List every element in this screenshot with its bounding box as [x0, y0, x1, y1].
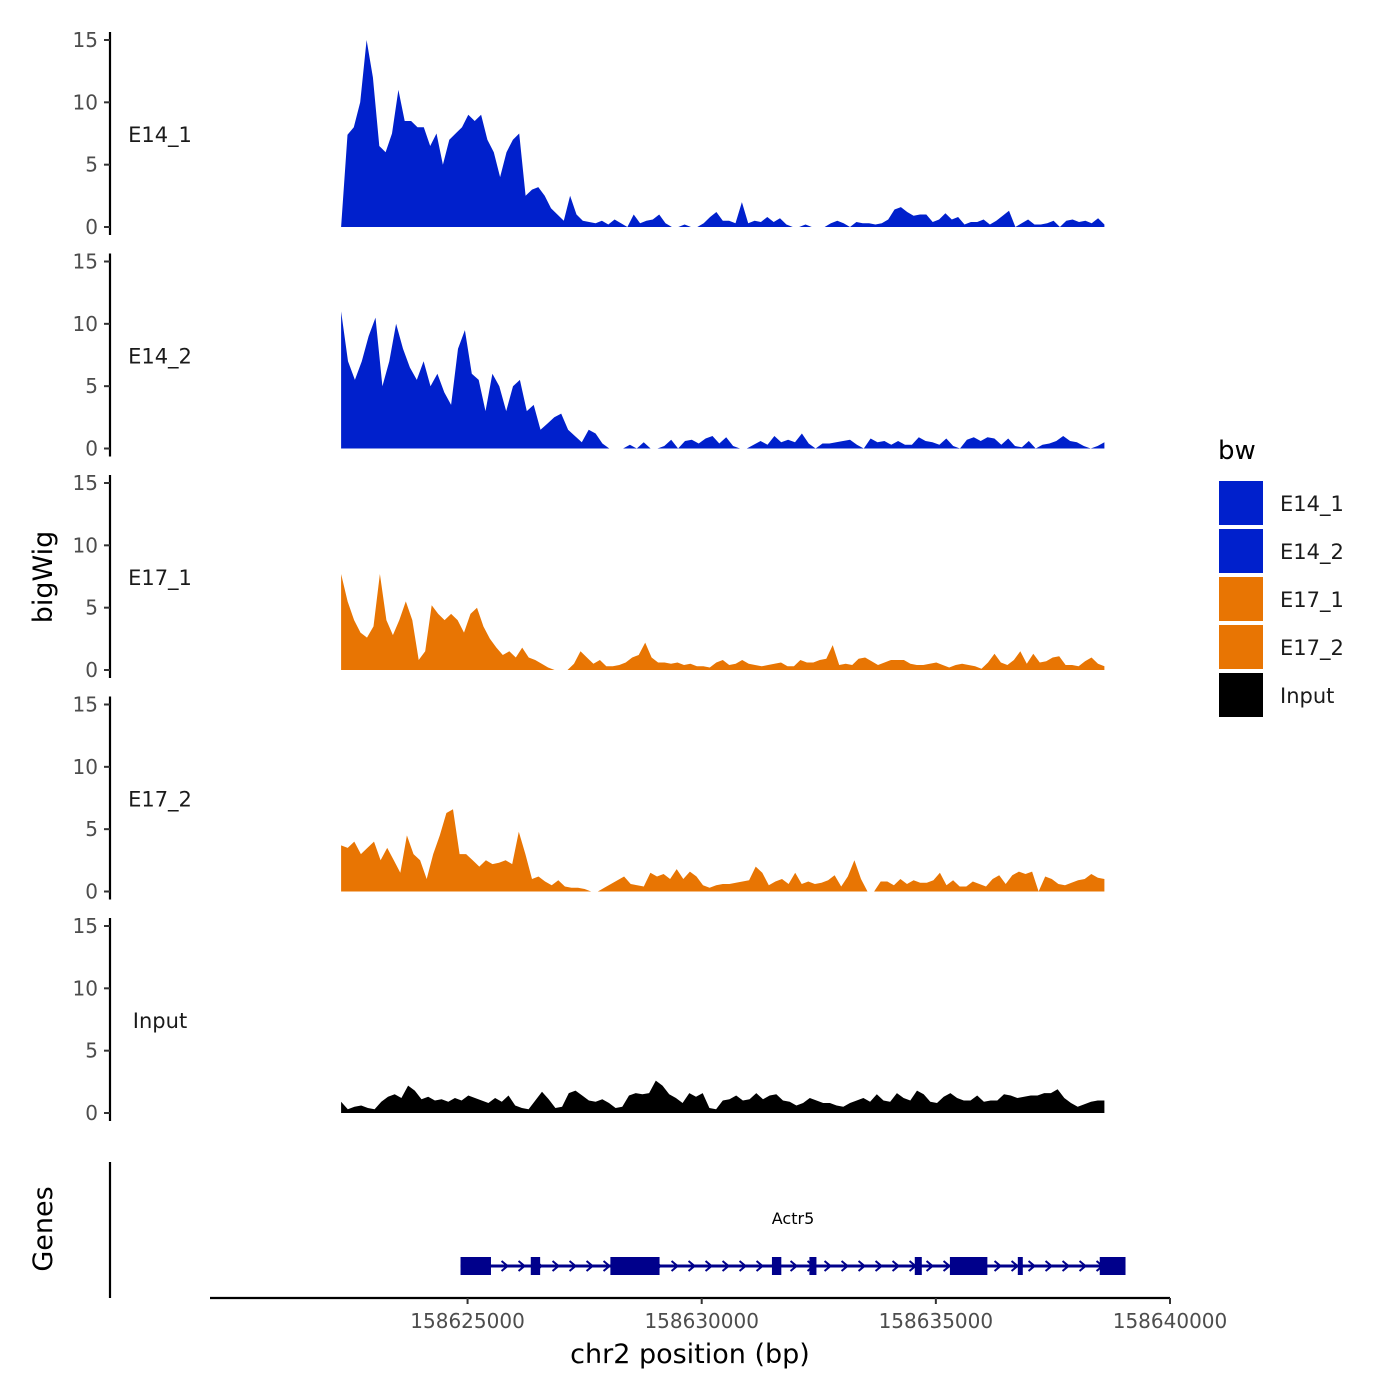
track-label: E17_2 — [128, 788, 192, 813]
legend-swatch — [1217, 527, 1265, 575]
track-label: E17_1 — [128, 566, 192, 591]
y-tick-label: 0 — [85, 437, 98, 461]
gene-exon — [949, 1257, 988, 1275]
gene-exon — [1017, 1257, 1023, 1275]
legend-swatch — [1217, 479, 1265, 527]
strand-arrow — [517, 1260, 527, 1272]
x-axis: 158625000 158630000 158635000 158640000 — [410, 1298, 1227, 1333]
legend-label: Input — [1280, 684, 1334, 708]
y-tick-label: 10 — [73, 755, 98, 779]
strand-arrow — [755, 1260, 765, 1272]
signal-area-e17-2 — [341, 809, 1105, 892]
gene-exon — [809, 1257, 817, 1275]
y-tick-label: 0 — [85, 658, 98, 682]
gene-exon — [610, 1257, 660, 1275]
x-tick-label: 158630000 — [644, 1309, 759, 1333]
gene-exon — [914, 1257, 922, 1275]
gene-label: Actr5 — [772, 1209, 815, 1228]
track-label: E14_1 — [128, 123, 192, 148]
strand-arrow — [738, 1260, 748, 1272]
strand-arrow — [721, 1260, 731, 1272]
strand-arrow — [1044, 1260, 1054, 1272]
y-tick-label: 5 — [85, 1039, 98, 1063]
y-tick-label: 5 — [85, 596, 98, 620]
y-tick-label: 10 — [73, 976, 98, 1000]
strand-arrow — [568, 1260, 578, 1272]
strand-arrow — [789, 1260, 799, 1272]
legend-swatch — [1217, 575, 1265, 623]
strand-arrow — [857, 1260, 867, 1272]
signal-area-e14-2 — [341, 311, 1105, 449]
legend-entries: E14_1 E14_2 E17_1 E17_2 Input — [1217, 479, 1344, 719]
strand-arrow — [891, 1260, 901, 1272]
gene-track-panel: Actr5 — [108, 1162, 1170, 1300]
genes-axis-title: Genes — [28, 1186, 59, 1271]
strand-arrow — [925, 1260, 935, 1272]
y-tick-label: 0 — [85, 1101, 98, 1125]
track-panels: 0 5 10 15 E14_1 0 5 10 15 E14_2 0 5 10 15 E17_1 0 5 10 15 E… — [73, 28, 1105, 1125]
track-e17-2: 0 5 10 15 E17_2 — [73, 693, 1105, 904]
legend-swatch — [1217, 671, 1265, 719]
track-input: 0 5 10 15 Input — [73, 914, 1105, 1125]
legend-swatch — [1217, 623, 1265, 671]
y-axis-title: bigWig — [28, 531, 59, 624]
strand-arrow — [874, 1260, 884, 1272]
y-tick-label: 10 — [73, 533, 98, 557]
track-label: E14_2 — [128, 345, 192, 370]
strand-arrow — [942, 1260, 952, 1272]
strand-arrow — [1061, 1260, 1071, 1272]
gene-exon — [1099, 1257, 1126, 1275]
y-tick-label: 5 — [85, 817, 98, 841]
signal-area-input — [341, 1080, 1105, 1113]
strand-arrow — [704, 1260, 714, 1272]
strand-arrow — [687, 1260, 697, 1272]
y-tick-label: 15 — [73, 693, 98, 717]
y-tick-label: 15 — [73, 28, 98, 52]
legend-label: E17_2 — [1280, 636, 1344, 661]
legend: bw E14_1 E14_2 E17_1 E17_2 Input — [1217, 436, 1344, 719]
y-tick-label: 0 — [85, 215, 98, 239]
y-tick-label: 5 — [85, 153, 98, 177]
strand-arrow — [1078, 1260, 1088, 1272]
legend-title: bw — [1218, 436, 1256, 466]
track-e14-2: 0 5 10 15 E14_2 — [73, 250, 1105, 461]
strand-arrow — [602, 1260, 612, 1272]
strand-arrow — [840, 1260, 850, 1272]
track-e14-1: 0 5 10 15 E14_1 — [73, 28, 1105, 239]
signal-area-e17-1 — [341, 574, 1105, 670]
strand-arrow — [1027, 1260, 1037, 1272]
x-tick-label: 158635000 — [879, 1309, 994, 1333]
y-tick-label: 0 — [85, 880, 98, 904]
strand-arrow — [823, 1260, 833, 1272]
strand-arrow — [993, 1260, 1003, 1272]
legend-label: E14_1 — [1280, 492, 1344, 517]
gene-exon — [530, 1257, 541, 1275]
track-label: Input — [133, 1009, 187, 1033]
y-tick-label: 15 — [73, 250, 98, 274]
strand-arrow — [1010, 1260, 1020, 1272]
gene-exon — [771, 1257, 782, 1275]
strand-arrow — [670, 1260, 680, 1272]
x-tick-label: 158640000 — [1113, 1309, 1228, 1333]
y-tick-label: 10 — [73, 90, 98, 114]
strand-arrow — [585, 1260, 595, 1272]
strand-arrow — [500, 1260, 510, 1272]
signal-area-e14-1 — [341, 40, 1105, 227]
strand-arrow — [551, 1260, 561, 1272]
gene-models: Actr5 — [460, 1209, 1126, 1275]
y-tick-label: 15 — [73, 914, 98, 938]
y-tick-label: 10 — [73, 312, 98, 336]
y-tick-label: 5 — [85, 374, 98, 398]
x-tick-label: 158625000 — [410, 1309, 525, 1333]
legend-label: E14_2 — [1280, 540, 1344, 565]
y-tick-label: 15 — [73, 471, 98, 495]
legend-label: E17_1 — [1280, 588, 1344, 613]
gene-exon — [460, 1257, 491, 1275]
track-e17-1: 0 5 10 15 E17_1 — [73, 471, 1105, 682]
x-axis-title: chr2 position (bp) — [570, 1339, 810, 1370]
